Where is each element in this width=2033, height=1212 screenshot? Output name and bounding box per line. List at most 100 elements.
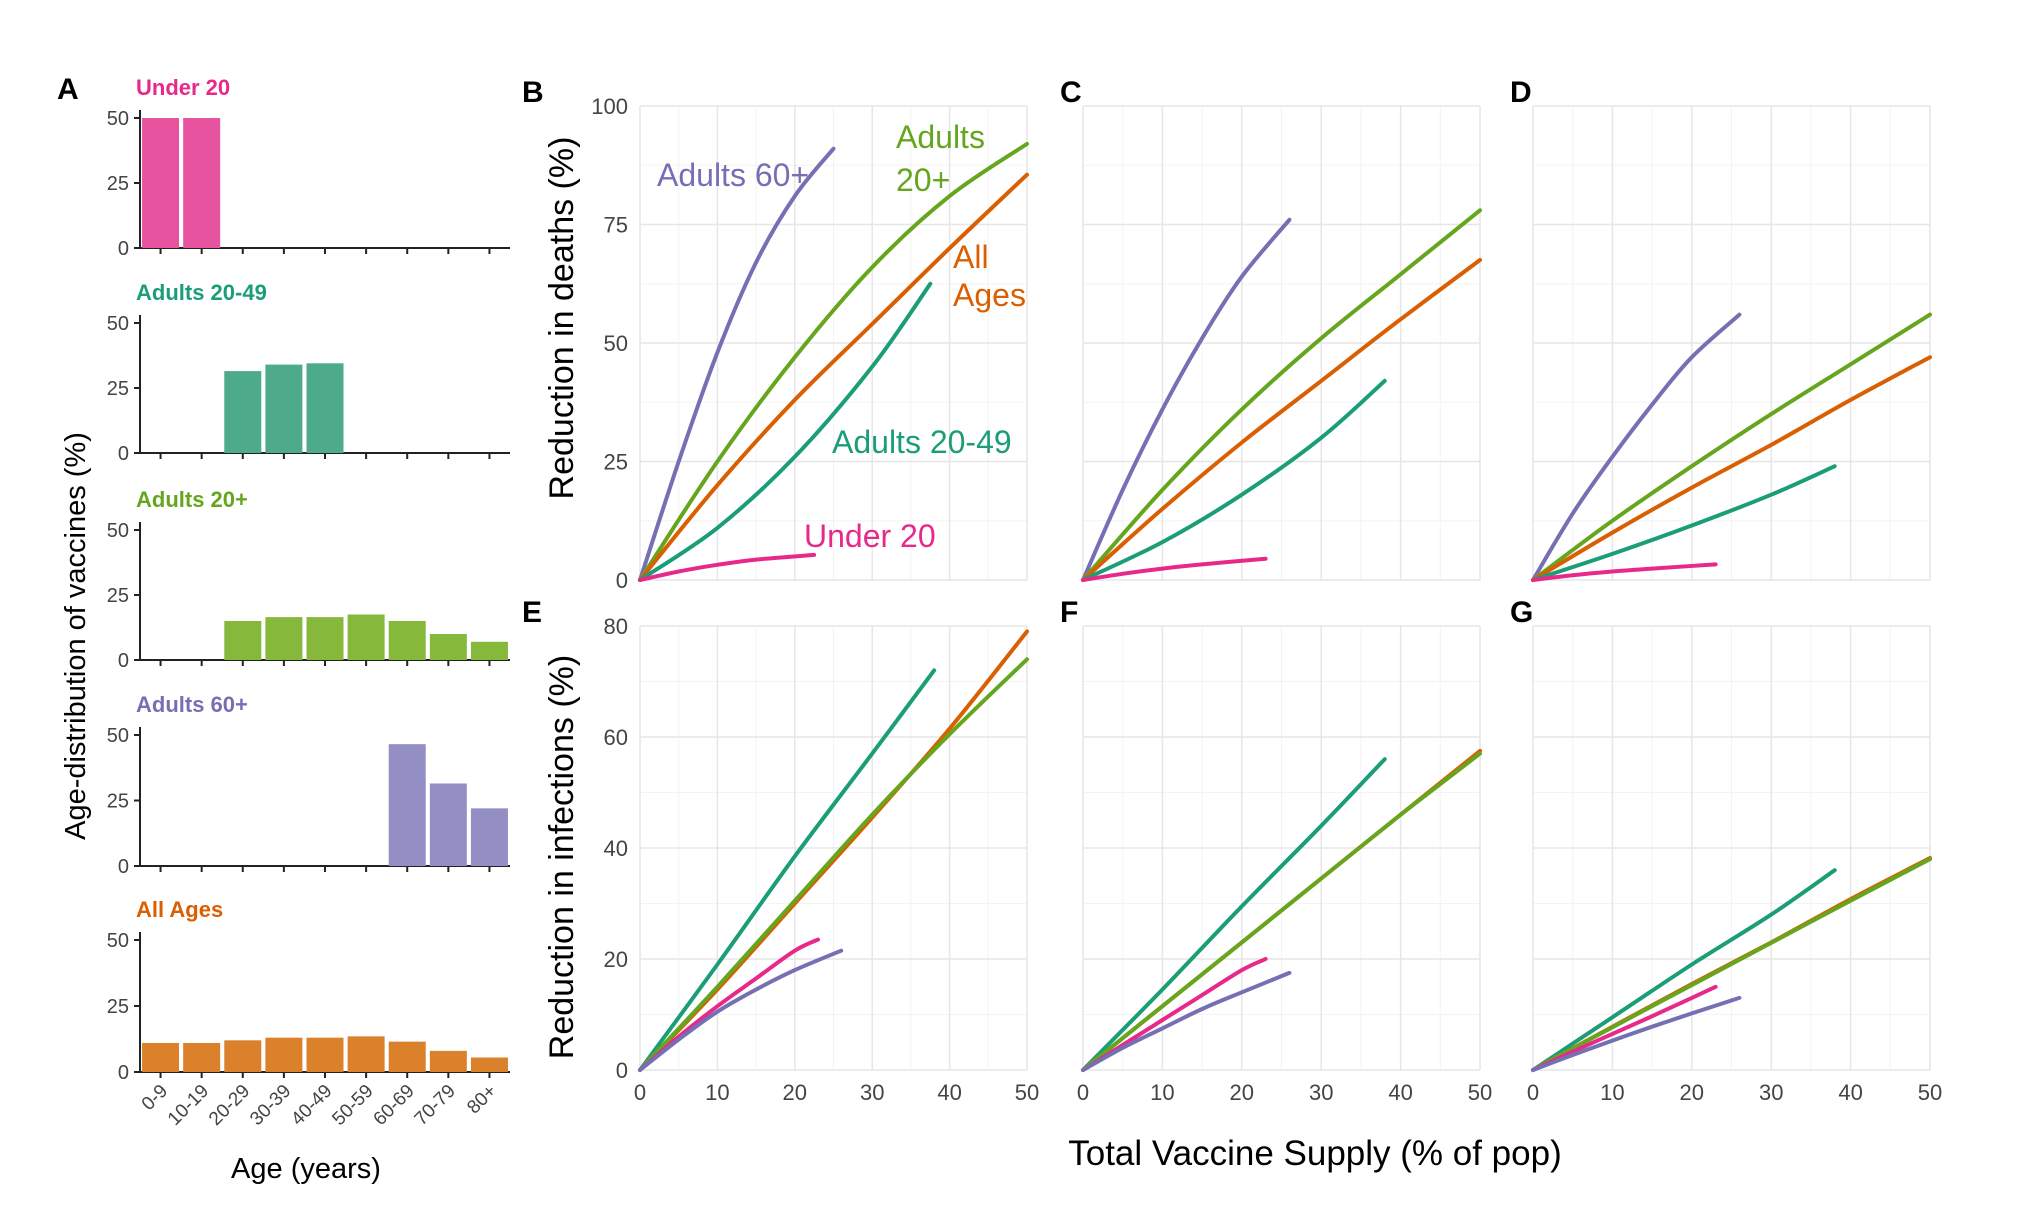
line-d-adults-20-49	[1531, 464, 1837, 582]
subplot-title-under-20: Under 20	[136, 75, 230, 100]
y-tick-label: 80	[604, 614, 628, 639]
panel-letter-c: C	[1060, 76, 1082, 109]
line-e-adults-20plus	[638, 657, 1029, 1072]
x-tick-label-0-9: 0-9	[138, 1081, 172, 1115]
line-b-adults-20plus	[638, 141, 1029, 582]
line-d-under-20	[1531, 562, 1718, 582]
x-tick-label: 50	[1918, 1080, 1942, 1105]
bar-all-ages-30-39	[265, 1037, 303, 1072]
y-tick-label: 100	[591, 94, 628, 119]
x-tick-label: 0	[1077, 1080, 1089, 1105]
x-tick-label-10-19: 10-19	[164, 1081, 213, 1130]
panel-letter-g: G	[1510, 596, 1533, 629]
line-b-all-ages	[638, 172, 1029, 582]
bar-adults-20-49-20-29	[224, 371, 262, 453]
x-tick-label-70-79: 70-79	[411, 1081, 460, 1130]
line-d-adults-60plus	[1531, 312, 1742, 582]
y-tick-label: 0	[118, 1062, 129, 1084]
subplot-title-adults-20plus: Adults 20+	[136, 487, 248, 512]
y-tick-label: 60	[604, 725, 628, 750]
line-f-adults-60plus	[1081, 970, 1292, 1072]
x-tick-label-20-29: 20-29	[205, 1081, 254, 1130]
subplot-adults-60plus: Adults 60+ 0 25 50	[107, 692, 510, 878]
x-tick-label: 40	[937, 1080, 961, 1105]
y-tick-label: 20	[604, 947, 628, 972]
bar-adults-20plus-60-69	[388, 621, 426, 660]
x-tick-label: 0	[634, 1080, 646, 1105]
line-c-adults-60plus	[1081, 217, 1292, 582]
line-e-adults-60plus	[638, 948, 844, 1072]
line-c-adults-20plus	[1081, 208, 1482, 582]
bar-adults-20plus-50-59	[347, 614, 385, 660]
bar-under-20-0-9	[142, 118, 180, 248]
y-tick-label: 25	[107, 173, 129, 195]
line-f-adults-20plus	[1081, 751, 1482, 1072]
panel-letter-d: D	[1510, 76, 1532, 109]
bar-adults-60plus-70-79	[429, 783, 467, 866]
line-g-adults-20-49	[1531, 868, 1837, 1072]
bar-adults-20plus-70-79	[429, 634, 467, 660]
bar-all-ages-60-69	[388, 1041, 426, 1072]
annotation-all-ages-line1: All	[953, 239, 989, 275]
line-f-adults-20-49	[1081, 757, 1387, 1072]
y-tick-label: 50	[107, 930, 129, 952]
subplot-under-20: Under 20 0 25 50	[107, 75, 510, 260]
line-e-adults-20-49	[638, 668, 937, 1072]
y-tick-label: 50	[107, 108, 129, 130]
y-tick-label: 0	[616, 568, 628, 593]
x-tick-label-50-59: 50-59	[328, 1081, 377, 1130]
y-tick-label: 0	[118, 856, 129, 878]
y-tick-label: 25	[107, 378, 129, 400]
panel-g: 0 10 20 30 40 50 G	[1510, 596, 1942, 1105]
x-tick-label: 10	[1150, 1080, 1174, 1105]
panel-e: 0 20 40 60 80 0 10 20 30 40 50 E	[522, 596, 1039, 1105]
shared-xlabel: Total Vaccine Supply (% of pop)	[1068, 1134, 1562, 1173]
bar-all-ages-20-29	[224, 1040, 262, 1072]
x-tick-label: 10	[705, 1080, 729, 1105]
line-g-adults-20plus	[1531, 857, 1932, 1072]
y-tick-label: 50	[107, 520, 129, 542]
y-tick-label: 50	[107, 313, 129, 335]
bar-under-20-10-19	[183, 118, 221, 248]
bar-all-ages-0-9	[142, 1042, 180, 1072]
x-tick-label-30-39: 30-39	[246, 1081, 295, 1130]
bar-all-ages-80+	[470, 1057, 508, 1072]
subplot-adults-20-49: Adults 20-49 0 25 50	[107, 280, 510, 465]
line-g-adults-60plus	[1531, 995, 1742, 1072]
subplot-title-all-ages: All Ages	[136, 897, 223, 922]
y-tick-label: 0	[118, 443, 129, 465]
panel-d: D	[1510, 76, 1932, 582]
panel-letter-f: F	[1060, 596, 1078, 629]
deaths-ylabel: Reduction in deaths (%)	[543, 137, 581, 500]
panel-b: 0 25 50 75 100 B	[522, 76, 1029, 593]
y-tick-label: 25	[107, 791, 129, 813]
line-c-under-20	[1081, 556, 1268, 582]
annotation-adults-20plus-line2: 20+	[896, 162, 950, 198]
subplot-title-adults-20-49: Adults 20-49	[136, 280, 267, 305]
bar-adults-20plus-20-29	[224, 621, 262, 660]
x-tick-label: 30	[1759, 1080, 1783, 1105]
line-g-under-20	[1531, 984, 1718, 1072]
y-tick-label: 0	[616, 1058, 628, 1083]
y-tick-label: 50	[107, 725, 129, 747]
subplot-all-ages: All Ages 0 25 50	[107, 897, 510, 1084]
x-tick-label-40-49: 40-49	[287, 1081, 336, 1130]
infections-ylabel: Reduction in infections (%)	[543, 655, 581, 1059]
x-tick-label: 20	[783, 1080, 807, 1105]
subplot-adults-20plus: Adults 20+ 0 25 50	[107, 487, 510, 672]
panel-letter-a: A	[57, 73, 79, 106]
bar-all-ages-10-19	[183, 1042, 221, 1072]
subplot-title-adults-60plus: Adults 60+	[136, 692, 248, 717]
annotation-adults-60: Adults 60+	[657, 157, 809, 193]
bar-adults-20plus-30-39	[265, 617, 303, 660]
y-tick-label: 25	[107, 585, 129, 607]
line-b-under-20	[638, 552, 817, 582]
y-tick-label: 0	[118, 650, 129, 672]
annotation-all-ages-line2: Ages	[953, 277, 1026, 313]
y-tick-label: 25	[604, 450, 628, 475]
line-e-under-20	[638, 937, 820, 1072]
bar-adults-60plus-60-69	[388, 744, 426, 866]
x-tick-label: 40	[1388, 1080, 1412, 1105]
